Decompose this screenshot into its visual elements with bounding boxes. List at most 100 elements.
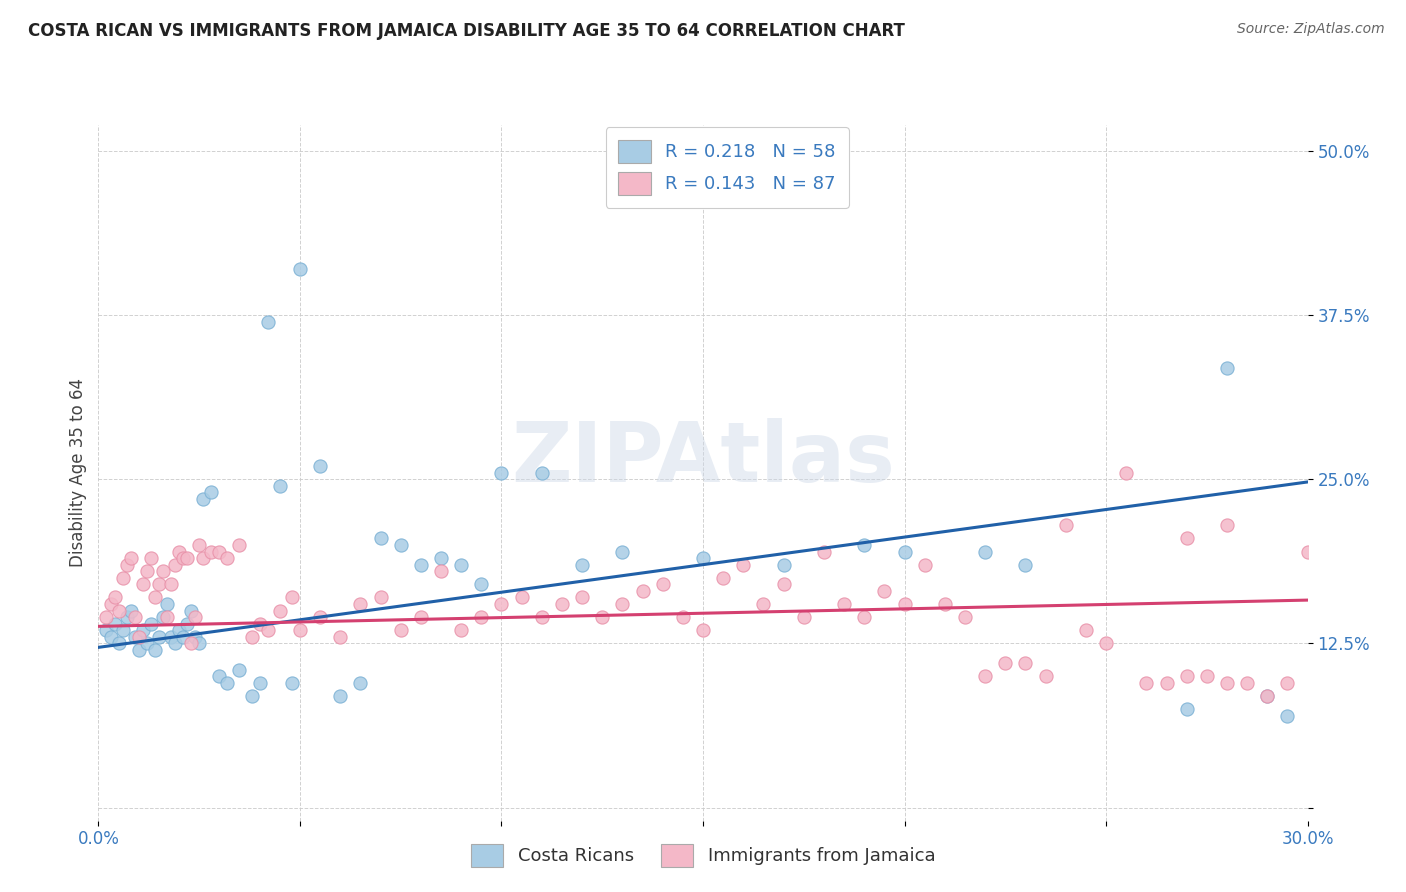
Point — [120, 551, 142, 566]
Point — [491, 466, 513, 480]
Point — [470, 610, 492, 624]
Point — [115, 558, 138, 572]
Point — [571, 558, 593, 572]
Point — [692, 624, 714, 638]
Point — [193, 551, 215, 566]
Point — [152, 564, 174, 578]
Point — [1175, 532, 1198, 546]
Point — [994, 656, 1017, 670]
Point — [914, 558, 936, 572]
Point — [591, 610, 613, 624]
Point — [132, 577, 155, 591]
Point — [107, 636, 129, 650]
Point — [772, 577, 794, 591]
Point — [228, 663, 250, 677]
Point — [692, 551, 714, 566]
Point — [111, 624, 134, 638]
Point — [269, 479, 291, 493]
Point — [370, 532, 392, 546]
Point — [103, 591, 125, 605]
Point — [135, 636, 157, 650]
Point — [1216, 360, 1239, 375]
Point — [208, 544, 231, 558]
Point — [160, 630, 183, 644]
Point — [1277, 675, 1299, 690]
Point — [551, 597, 574, 611]
Point — [184, 610, 207, 624]
Point — [309, 610, 332, 624]
Point — [160, 577, 183, 591]
Point — [1095, 636, 1118, 650]
Point — [329, 689, 352, 703]
Point — [188, 636, 211, 650]
Text: COSTA RICAN VS IMMIGRANTS FROM JAMAICA DISABILITY AGE 35 TO 64 CORRELATION CHART: COSTA RICAN VS IMMIGRANTS FROM JAMAICA D… — [28, 22, 905, 40]
Y-axis label: Disability Age 35 to 64: Disability Age 35 to 64 — [69, 378, 87, 567]
Point — [1256, 689, 1278, 703]
Point — [329, 630, 352, 644]
Point — [1195, 669, 1218, 683]
Point — [409, 558, 432, 572]
Point — [200, 485, 222, 500]
Point — [853, 610, 876, 624]
Point — [96, 624, 118, 638]
Point — [510, 591, 533, 605]
Point — [772, 558, 794, 572]
Point — [491, 597, 513, 611]
Point — [389, 538, 412, 552]
Point — [1014, 558, 1036, 572]
Point — [1296, 544, 1319, 558]
Point — [228, 538, 250, 552]
Point — [1115, 466, 1137, 480]
Point — [111, 571, 134, 585]
Point — [733, 558, 755, 572]
Point — [1014, 656, 1036, 670]
Point — [1175, 669, 1198, 683]
Point — [167, 544, 190, 558]
Point — [143, 643, 166, 657]
Point — [370, 591, 392, 605]
Point — [1054, 518, 1077, 533]
Point — [139, 551, 162, 566]
Point — [530, 466, 553, 480]
Point — [1156, 675, 1178, 690]
Point — [217, 675, 239, 690]
Point — [288, 262, 311, 277]
Point — [974, 669, 997, 683]
Point — [128, 643, 150, 657]
Point — [530, 610, 553, 624]
Text: ZIPAtlas: ZIPAtlas — [510, 418, 896, 500]
Point — [167, 624, 190, 638]
Point — [1135, 675, 1157, 690]
Point — [163, 558, 186, 572]
Point — [269, 604, 291, 618]
Point — [281, 675, 304, 690]
Point — [107, 604, 129, 618]
Point — [1277, 708, 1299, 723]
Point — [124, 630, 146, 644]
Point — [672, 610, 695, 624]
Point — [132, 624, 155, 638]
Point — [172, 630, 194, 644]
Point — [711, 571, 734, 585]
Point — [450, 624, 472, 638]
Text: Source: ZipAtlas.com: Source: ZipAtlas.com — [1237, 22, 1385, 37]
Point — [176, 551, 198, 566]
Point — [180, 604, 202, 618]
Point — [793, 610, 815, 624]
Point — [832, 597, 855, 611]
Point — [309, 459, 332, 474]
Point — [752, 597, 775, 611]
Point — [143, 591, 166, 605]
Point — [256, 624, 278, 638]
Point — [152, 610, 174, 624]
Point — [1236, 675, 1258, 690]
Point — [1216, 675, 1239, 690]
Point — [96, 610, 118, 624]
Point — [193, 491, 215, 506]
Point — [953, 610, 976, 624]
Point — [115, 610, 138, 624]
Point — [1035, 669, 1057, 683]
Point — [612, 544, 634, 558]
Point — [813, 544, 835, 558]
Point — [240, 630, 263, 644]
